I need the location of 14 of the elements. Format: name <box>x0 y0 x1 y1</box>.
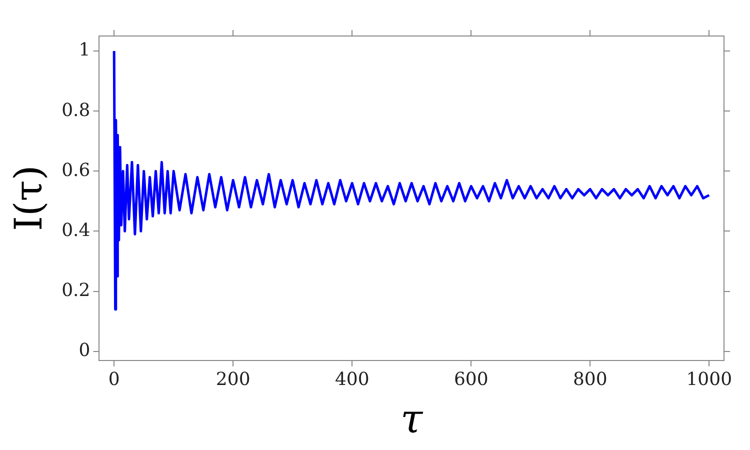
y-axis-title: I(τ) <box>6 165 51 232</box>
x-tick-label: 400 <box>334 368 370 390</box>
y-tick-label: 0.8 <box>62 100 90 121</box>
y-tick-label: 0.4 <box>62 220 90 241</box>
x-tick-label: 200 <box>216 368 250 390</box>
y-tick-label: 0.6 <box>62 160 90 181</box>
y-tick-label: 0 <box>78 340 90 362</box>
x-tick-label: 1000 <box>686 368 732 390</box>
y-tick-label: 0.2 <box>62 280 90 301</box>
x-tick-label: 800 <box>572 368 608 390</box>
x-axis-title: τ <box>400 396 424 442</box>
x-tick-label: 600 <box>454 368 488 390</box>
x-tick-label: 0 <box>108 368 120 390</box>
y-tick-label: 1 <box>78 40 90 61</box>
